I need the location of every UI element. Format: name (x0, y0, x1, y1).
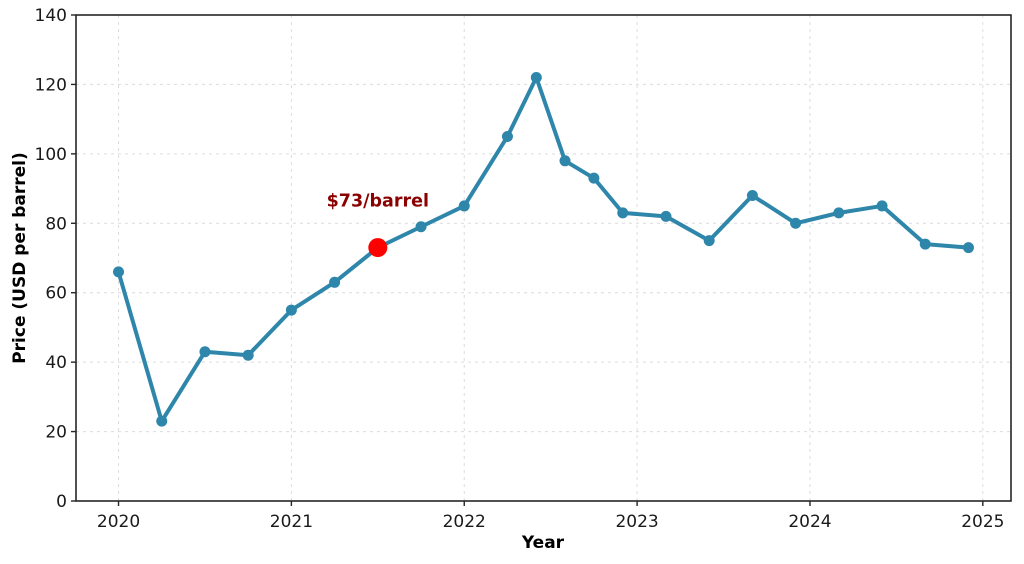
data-point-marker (833, 207, 845, 219)
x-tick-label: 2024 (788, 512, 831, 532)
data-point-marker (962, 242, 974, 254)
data-point-marker (876, 200, 888, 212)
data-point-marker (919, 238, 931, 250)
y-tick-label: 120 (35, 75, 67, 95)
data-point-marker (285, 304, 297, 316)
y-tick-label: 0 (56, 492, 67, 512)
y-axis-title: Price (USD per barrel) (10, 152, 30, 364)
data-point-marker (746, 190, 758, 202)
y-tick-label: 140 (35, 6, 67, 26)
data-point-marker (588, 172, 600, 184)
y-tick-label: 80 (45, 214, 67, 234)
data-point-marker (156, 415, 168, 427)
series-line (116, 75, 971, 424)
data-point-marker (199, 346, 211, 358)
x-tick-label: 2025 (961, 512, 1004, 532)
data-point-marker (660, 210, 672, 222)
data-point-marker (329, 276, 341, 288)
data-point-marker (113, 266, 125, 278)
x-axis-title: Year (521, 533, 565, 553)
annotation-label: $73/barrel (327, 192, 429, 212)
data-point-marker (458, 200, 470, 212)
x-tick-label: 2021 (270, 512, 313, 532)
data-point-marker (415, 221, 427, 233)
x-tick-label: 2022 (443, 512, 486, 532)
data-point-marker (501, 131, 513, 142)
data-point-marker (790, 217, 802, 229)
y-tick-label: 40 (45, 353, 67, 373)
data-point-marker (617, 207, 629, 219)
y-tick-label: 60 (45, 284, 67, 304)
data-point-marker (703, 235, 715, 247)
x-tick-label: 2020 (97, 512, 140, 532)
x-tick-label: 2023 (615, 512, 658, 532)
data-point-marker (530, 71, 542, 83)
data-point-marker (242, 349, 254, 361)
axis-spines (75, 14, 1012, 502)
highlight-point-marker (368, 238, 388, 258)
y-tick-label: 100 (35, 145, 67, 165)
data-point-marker (559, 155, 571, 167)
y-tick-label: 20 (45, 423, 67, 443)
